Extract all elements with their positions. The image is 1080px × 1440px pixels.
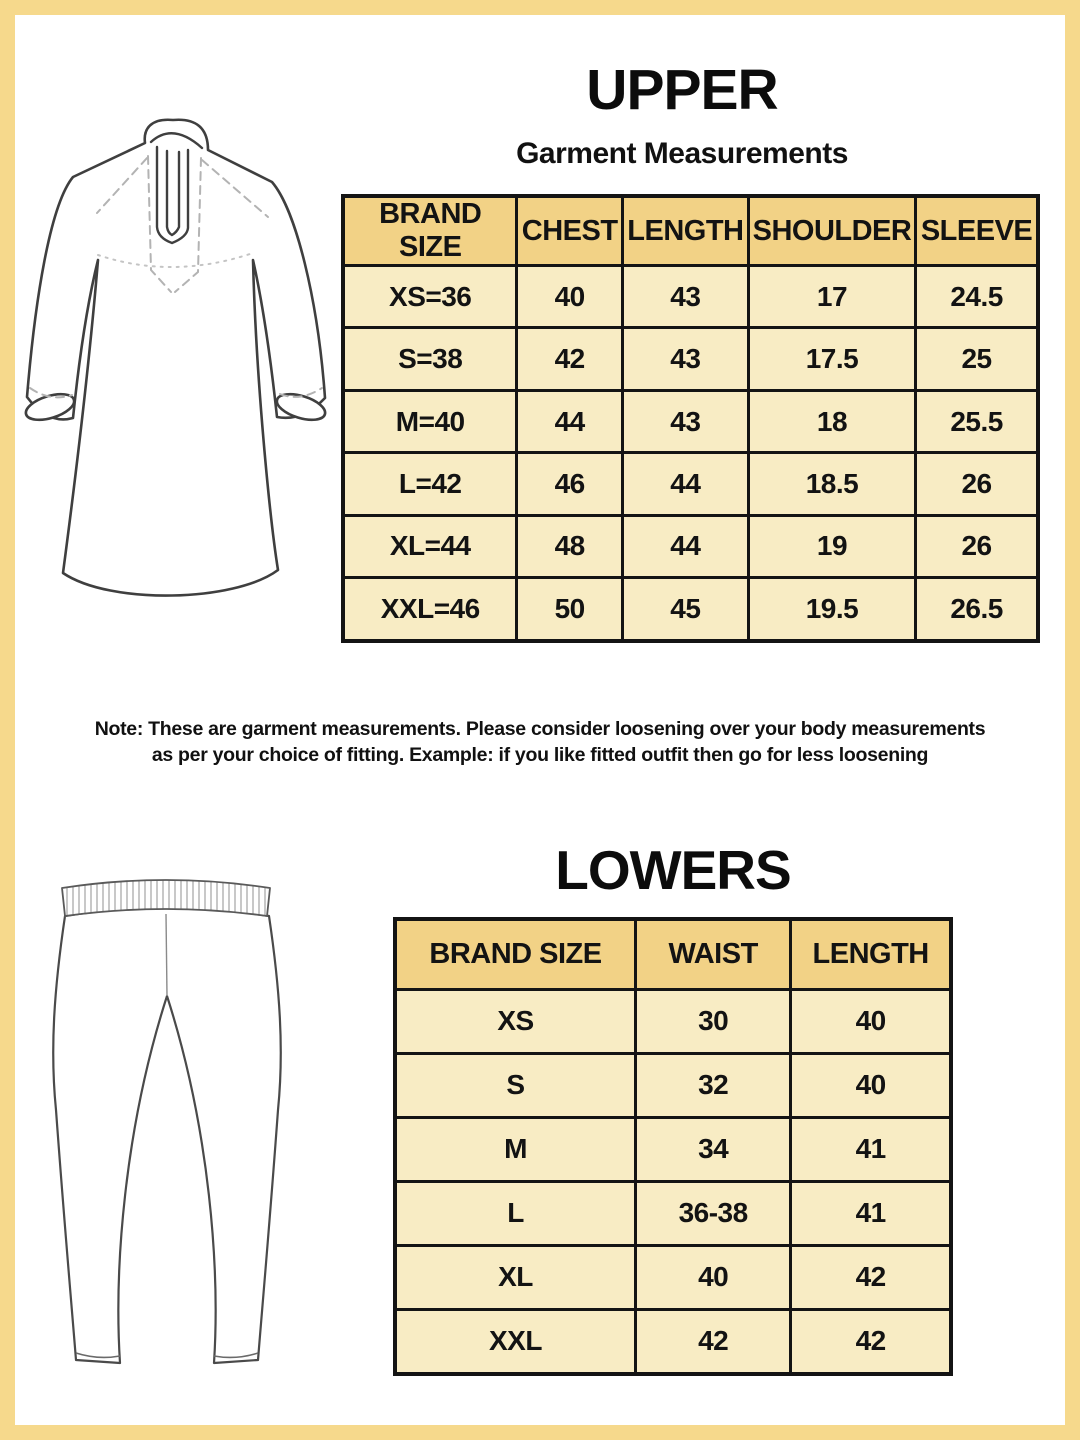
measurement-cell: 42 (789, 1307, 953, 1376)
measurement-cell: 26 (914, 513, 1040, 580)
table-row: XL=44 48 44 19 26 (341, 513, 1040, 580)
note-line-1: Note: These are garment measurements. Pl… (94, 717, 986, 740)
measurement-cell: 48 (515, 513, 624, 580)
table-row: M=40 44 43 18 25.5 (341, 388, 1040, 455)
size-cell: XS (393, 987, 637, 1055)
measurement-cell: 40 (789, 987, 953, 1055)
lowers-size-table: BRAND SIZE WAIST LENGTH XS 30 40 S 32 40 M 34 41 L 36… (393, 917, 953, 1376)
size-cell: S=38 (341, 326, 519, 392)
measurement-cell: 26.5 (914, 576, 1040, 643)
measurement-cell: 19.5 (746, 576, 918, 643)
measurement-cell: 17.5 (746, 326, 918, 392)
note-line-2: as per your choice of fitting. Example: … (151, 743, 929, 766)
measurement-cell: 34 (633, 1115, 793, 1183)
measurement-cell: 43 (620, 263, 750, 330)
measurement-cell: 46 (515, 451, 624, 517)
size-cell: M (393, 1115, 637, 1183)
measurement-cell: 17 (746, 263, 918, 330)
table-row: S=38 42 43 17.5 25 (341, 326, 1040, 392)
measurement-cell: 41 (789, 1115, 953, 1183)
measurement-cell: 44 (515, 388, 624, 455)
column-header: BRAND SIZE (393, 917, 637, 991)
column-header: SLEEVE (914, 194, 1040, 267)
lowers-section-title: LOWERS (555, 839, 791, 901)
table-row: XS 30 40 (393, 987, 953, 1055)
measurement-cell: 26 (914, 451, 1040, 517)
table-row: L=42 46 44 18.5 26 (341, 451, 1040, 517)
column-header: BRAND SIZE (341, 194, 519, 267)
upper-section-title: UPPER (586, 58, 778, 122)
measurement-cell: 25 (914, 326, 1040, 392)
size-cell: XXL=46 (341, 576, 519, 643)
measurement-cell: 18.5 (746, 451, 918, 517)
measurement-cell: 32 (633, 1051, 793, 1119)
size-cell: M=40 (341, 388, 519, 455)
size-cell: XXL (393, 1307, 637, 1376)
measurement-cell: 50 (515, 576, 624, 643)
column-header: CHEST (515, 194, 624, 267)
table-row: XXL 42 42 (393, 1307, 953, 1376)
size-cell: XL (393, 1243, 637, 1311)
measurement-cell: 25.5 (914, 388, 1040, 455)
measurement-cell: 42 (515, 326, 624, 392)
measurement-cell: 41 (789, 1179, 953, 1247)
table-row: XXL=46 50 45 19.5 26.5 (341, 576, 1040, 643)
kurta-illustration (0, 100, 345, 620)
measurement-cell: 30 (633, 987, 793, 1055)
header-row: BRAND SIZE WAIST LENGTH (393, 917, 953, 991)
measurement-cell: 44 (620, 513, 750, 580)
size-cell: XL=44 (341, 513, 519, 580)
measurement-cell: 19 (746, 513, 918, 580)
size-cell: L (393, 1179, 637, 1247)
upper-section-subtitle: Garment Measurements (516, 137, 848, 170)
measurement-note: Note: These are garment measurements. Pl… (0, 716, 1080, 769)
leggings-illustration (40, 870, 290, 1370)
upper-size-table: BRAND SIZE CHEST LENGTH SHOULDER SLEEVE XS=36… (341, 194, 1040, 643)
measurement-cell: 43 (620, 388, 750, 455)
header-row: BRAND SIZE CHEST LENGTH SHOULDER SLEEVE (341, 194, 1040, 267)
measurement-cell: 18 (746, 388, 918, 455)
column-header: LENGTH (620, 194, 750, 267)
column-header: WAIST (633, 917, 793, 991)
size-cell: XS=36 (341, 263, 519, 330)
measurement-cell: 42 (633, 1307, 793, 1376)
measurement-cell: 36-38 (633, 1179, 793, 1247)
measurement-cell: 24.5 (914, 263, 1040, 330)
measurement-cell: 43 (620, 326, 750, 392)
measurement-cell: 40 (633, 1243, 793, 1311)
table-row: L 36-38 41 (393, 1179, 953, 1247)
size-cell: L=42 (341, 451, 519, 517)
column-header: LENGTH (789, 917, 953, 991)
measurement-cell: 40 (515, 263, 624, 330)
measurement-cell: 42 (789, 1243, 953, 1311)
table-row: M 34 41 (393, 1115, 953, 1183)
table-row: S 32 40 (393, 1051, 953, 1119)
measurement-cell: 40 (789, 1051, 953, 1119)
measurement-cell: 44 (620, 451, 750, 517)
table-row: XL 40 42 (393, 1243, 953, 1311)
column-header: SHOULDER (746, 194, 918, 267)
table-row: XS=36 40 43 17 24.5 (341, 263, 1040, 330)
size-cell: S (393, 1051, 637, 1119)
measurement-cell: 45 (620, 576, 750, 643)
